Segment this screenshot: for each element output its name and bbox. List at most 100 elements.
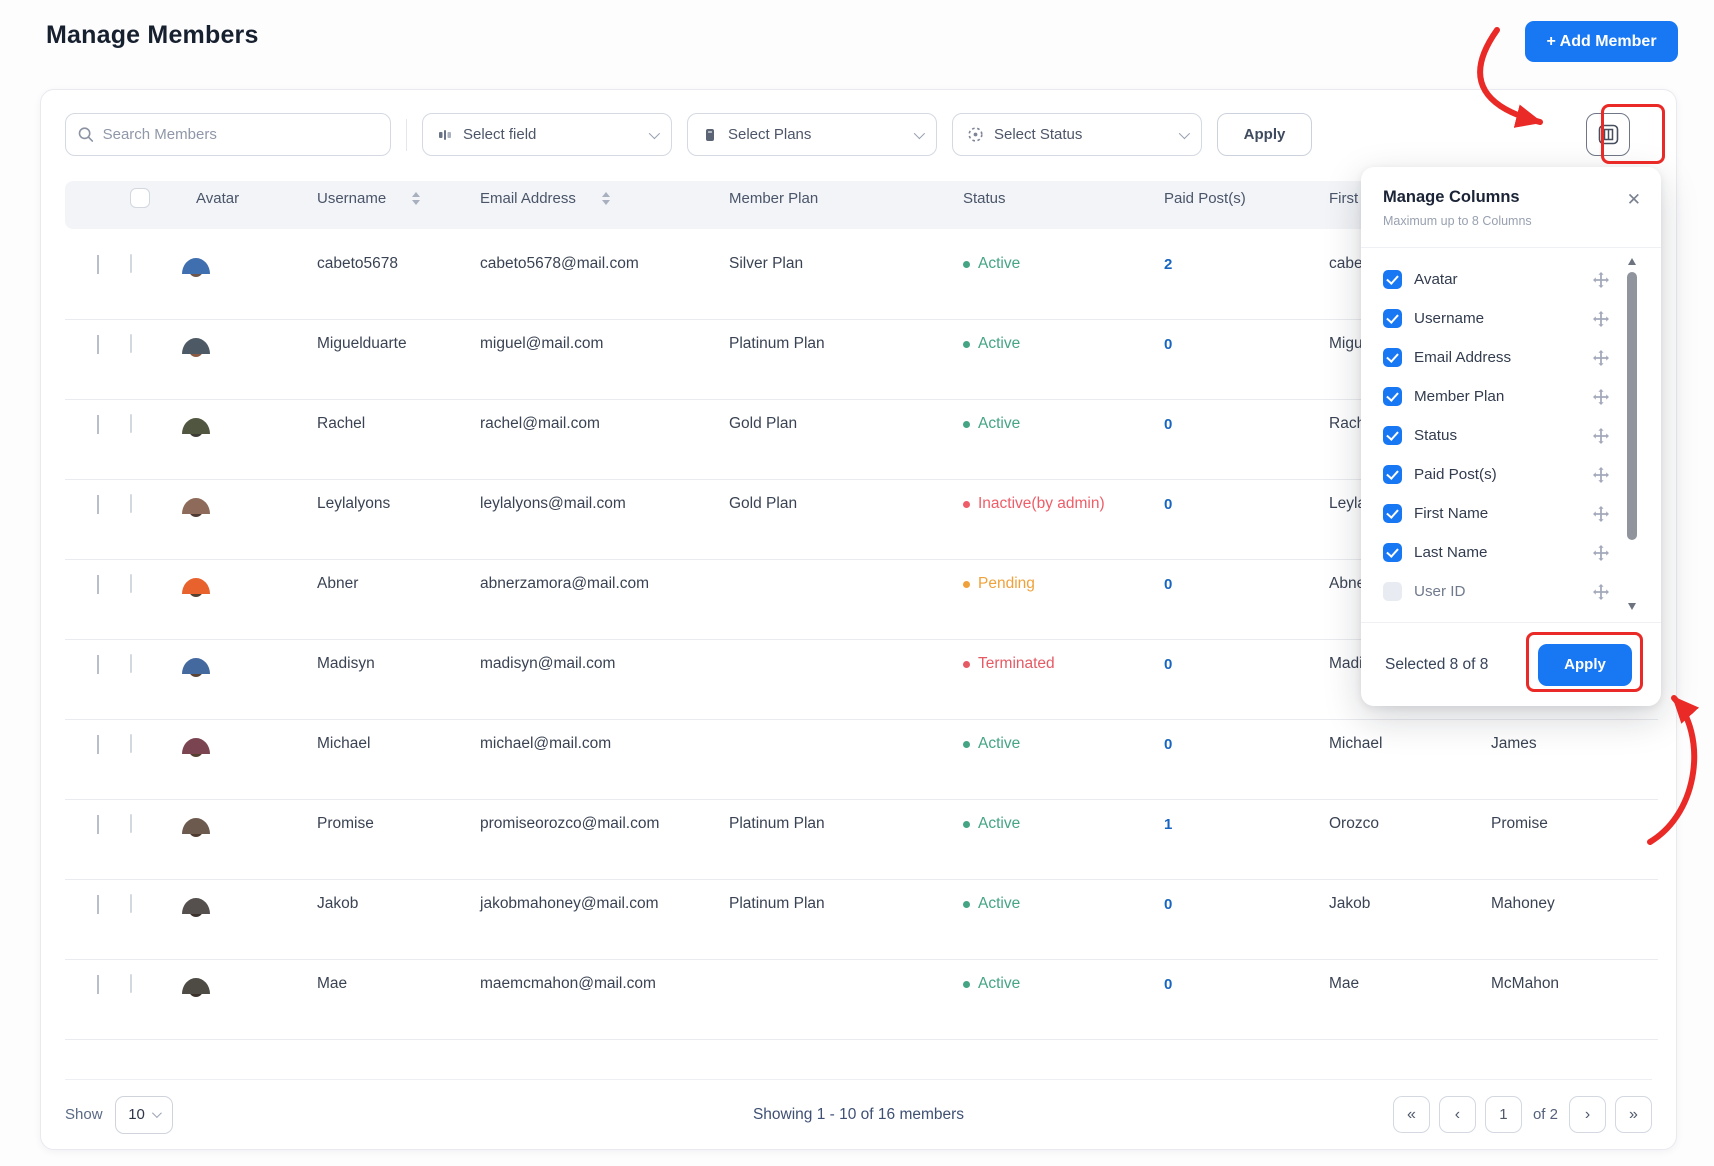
username-cell: Michael — [317, 735, 371, 753]
columns-apply-button[interactable]: Apply — [1538, 643, 1632, 686]
search-input[interactable] — [102, 126, 378, 143]
column-checkbox[interactable] — [1383, 270, 1402, 289]
popover-subtitle: Maximum up to 8 Columns — [1383, 214, 1532, 228]
select-field-dropdown[interactable]: Select field — [422, 113, 672, 156]
page-count-label: of 2 — [1532, 1106, 1558, 1123]
column-label: Avatar — [1414, 271, 1458, 288]
select-plans-dropdown[interactable]: Select Plans — [687, 113, 937, 156]
move-icon[interactable] — [1593, 427, 1609, 444]
row-checkbox[interactable] — [130, 574, 132, 594]
column-checkbox[interactable] — [1383, 465, 1402, 484]
row-checkbox[interactable] — [130, 734, 132, 754]
move-icon[interactable] — [1593, 271, 1609, 288]
status-cell: Active — [951, 415, 1164, 433]
status-cell: Active — [951, 815, 1164, 833]
column-label: Last Name — [1414, 544, 1488, 561]
row-checkbox[interactable] — [130, 894, 132, 914]
paid-posts-cell: 0 — [1164, 415, 1173, 433]
column-toggle-item[interactable]: Paid Post(s) — [1383, 455, 1609, 494]
last-page-button[interactable]: » — [1615, 1096, 1652, 1133]
email-cell: maemcmahon@mail.com — [480, 975, 656, 993]
apply-filters-button[interactable]: Apply — [1217, 113, 1312, 156]
column-toggle-item[interactable]: Status — [1383, 416, 1609, 455]
table-row: Jakob jakobmahoney@mail.com Platinum Pla… — [65, 880, 1658, 960]
select-status-dropdown[interactable]: Select Status — [952, 113, 1202, 156]
row-checkbox[interactable] — [130, 414, 132, 434]
close-icon[interactable]: ✕ — [1626, 190, 1641, 209]
scroll-down-icon[interactable] — [1628, 603, 1636, 610]
column-toggle-item[interactable]: Email Address — [1383, 338, 1609, 377]
table-row: Abner abnerzamora@mail.com Pending 0 Abn… — [65, 560, 1658, 640]
expand-row-icon[interactable] — [97, 255, 99, 275]
column-checkbox[interactable] — [1383, 348, 1402, 367]
expand-row-icon[interactable] — [97, 815, 99, 835]
row-checkbox[interactable] — [130, 334, 132, 354]
plans-icon — [706, 128, 714, 141]
select-all-checkbox[interactable] — [130, 188, 150, 208]
expand-row-icon[interactable] — [97, 735, 99, 755]
move-icon[interactable] — [1593, 310, 1609, 327]
column-checkbox[interactable] — [1383, 309, 1402, 328]
column-checkbox[interactable] — [1383, 543, 1402, 562]
column-toggle-item[interactable]: Username — [1383, 299, 1609, 338]
chevron-down-icon — [913, 127, 926, 139]
add-member-button[interactable]: + Add Member — [1525, 21, 1678, 62]
column-toggle-item[interactable]: Member Plan — [1383, 377, 1609, 416]
popover-header: Manage Columns Maximum up to 8 Columns ✕ — [1361, 167, 1661, 248]
prev-page-button[interactable]: ‹ — [1438, 1096, 1476, 1133]
paid-posts-cell: 0 — [1164, 735, 1173, 753]
first-name-cell: Mae — [1329, 975, 1360, 993]
move-icon[interactable] — [1593, 349, 1609, 366]
current-page-box[interactable]: 1 — [1484, 1096, 1522, 1133]
column-toggle-item[interactable]: Last Name — [1383, 533, 1609, 572]
expand-row-icon[interactable] — [97, 415, 99, 435]
filter-divider — [406, 118, 407, 151]
expand-row-icon[interactable] — [97, 495, 99, 515]
manage-columns-button[interactable] — [1586, 113, 1630, 156]
row-checkbox[interactable] — [130, 654, 132, 674]
column-toggle-item[interactable]: First Name — [1383, 494, 1609, 533]
scrollbar-thumb[interactable] — [1627, 272, 1637, 540]
search-box[interactable] — [65, 113, 391, 156]
page-size-select[interactable]: 10 — [114, 1095, 173, 1134]
next-page-button[interactable]: › — [1569, 1096, 1606, 1133]
status-cell: Active — [951, 975, 1164, 993]
popover-scrollbar[interactable] — [1627, 258, 1637, 610]
move-icon[interactable] — [1593, 466, 1609, 483]
expand-row-icon[interactable] — [97, 895, 99, 915]
move-icon[interactable] — [1593, 544, 1609, 561]
expand-row-icon[interactable] — [97, 655, 99, 675]
first-page-button[interactable]: « — [1392, 1096, 1430, 1133]
email-cell: cabeto5678@mail.com — [480, 255, 639, 273]
paid-posts-cell: 0 — [1164, 575, 1173, 593]
expand-row-icon[interactable] — [97, 335, 99, 355]
column-checkbox[interactable] — [1383, 387, 1402, 406]
filter-bar: Select field Select Plans Select Status … — [65, 113, 1652, 156]
column-checkbox[interactable] — [1383, 426, 1402, 445]
sort-icon[interactable] — [601, 191, 610, 205]
select-plans-label: Select Plans — [728, 126, 812, 143]
sort-icon[interactable] — [412, 191, 421, 205]
pagination: « ‹ 1 of 2 › » — [1392, 1096, 1652, 1133]
chevron-down-icon — [648, 127, 661, 139]
expand-row-icon[interactable] — [97, 575, 99, 595]
row-checkbox[interactable] — [130, 494, 132, 514]
row-checkbox[interactable] — [130, 974, 132, 994]
row-checkbox[interactable] — [130, 814, 132, 834]
column-checkbox[interactable] — [1383, 504, 1402, 523]
row-checkbox[interactable] — [130, 254, 132, 274]
table-row: Promise promiseorozco@mail.com Platinum … — [65, 800, 1658, 880]
status-cell: Active — [951, 735, 1164, 753]
column-checkbox[interactable] — [1383, 582, 1402, 601]
header-email-label: Email Address — [480, 189, 576, 207]
column-toggle-item[interactable]: User ID — [1383, 572, 1609, 611]
move-icon[interactable] — [1593, 583, 1609, 600]
field-icon — [439, 129, 451, 140]
scroll-up-icon[interactable] — [1628, 258, 1636, 265]
move-icon[interactable] — [1593, 505, 1609, 522]
header-username-label: Username — [317, 189, 387, 207]
member-plan-cell: Platinum Plan — [729, 335, 825, 353]
move-icon[interactable] — [1593, 388, 1609, 405]
column-toggle-item[interactable]: Avatar — [1383, 260, 1609, 299]
expand-row-icon[interactable] — [97, 975, 99, 995]
